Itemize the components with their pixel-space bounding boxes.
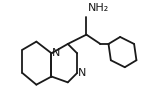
Text: N: N	[52, 48, 60, 58]
Text: N: N	[78, 68, 86, 78]
Text: NH₂: NH₂	[88, 3, 109, 13]
